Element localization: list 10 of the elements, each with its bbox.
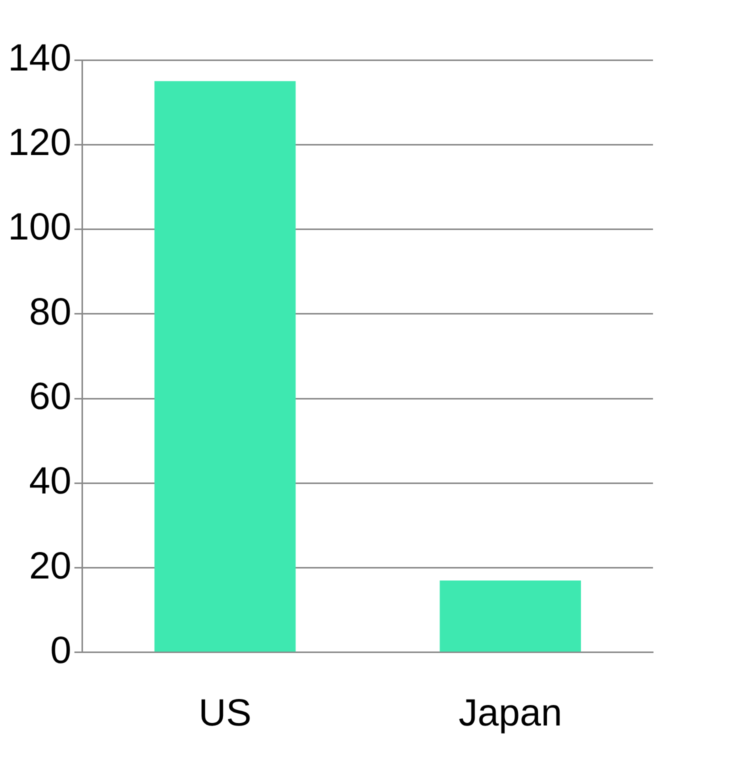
x-tick-label: US [198, 692, 252, 735]
y-tick-label: 20 [29, 545, 72, 588]
y-tick-label: 100 [8, 206, 72, 249]
y-tick-label: 60 [29, 376, 72, 418]
y-tick-label: 0 [50, 630, 72, 672]
y-tick-label: 80 [29, 291, 72, 334]
y-tick-label: 140 [8, 37, 72, 80]
x-tick-label: Japan [458, 692, 562, 735]
y-tick-label: 40 [29, 460, 72, 503]
y-tick-label: 120 [8, 122, 72, 164]
